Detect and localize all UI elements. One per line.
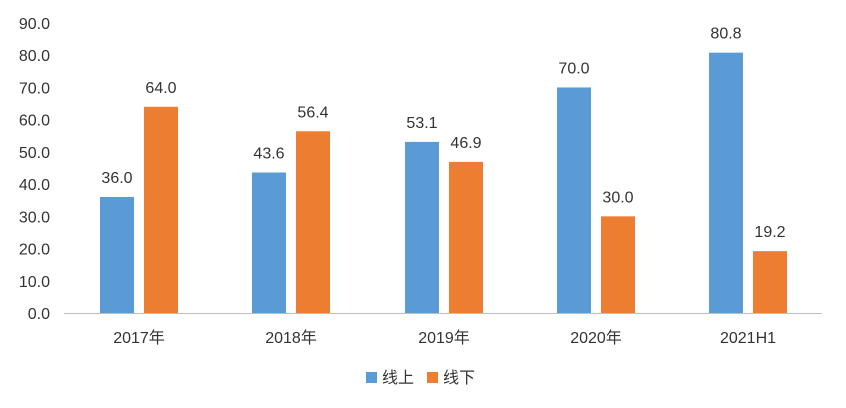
data-label: 43.6 [253, 146, 284, 163]
bar-online [709, 52, 743, 314]
data-label: 80.8 [710, 26, 741, 43]
y-tick-label: 60.0 [19, 113, 50, 130]
x-tick-label: 2017年 [113, 329, 165, 347]
data-labels: 36.0 43.6 53.1 70.0 80.8 64.0 56.4 46.9 30.0 19.2 [101, 26, 785, 241]
bar-online [557, 87, 591, 313]
data-label: 70.0 [558, 60, 589, 77]
y-tick-label: 30.0 [19, 209, 50, 226]
legend-swatch [366, 372, 377, 383]
x-tick-label: 2018年 [265, 329, 317, 347]
data-label: 64.0 [145, 80, 176, 97]
y-tick-label: 40.0 [19, 177, 50, 194]
x-axis-ticks: 2017年 2018年 2019年 2020年 2021H1 [113, 329, 776, 347]
x-tick-label: 2021H1 [720, 330, 776, 347]
data-label: 30.0 [602, 189, 633, 206]
legend-swatch [427, 372, 438, 383]
bar-offline [449, 161, 483, 313]
data-label: 46.9 [450, 135, 481, 152]
bar-online [252, 172, 286, 313]
y-axis-ticks: 0.0 10.0 20.0 30.0 40.0 50.0 60.0 70.0 80.0 90.0 [19, 16, 50, 323]
y-tick-label: 70.0 [19, 80, 50, 97]
bar-offline [144, 106, 178, 314]
x-tick-label: 2019年 [418, 329, 470, 347]
y-tick-label: 0.0 [28, 306, 50, 323]
y-tick-label: 80.0 [19, 48, 50, 65]
bars [100, 52, 787, 314]
y-tick-label: 10.0 [19, 274, 50, 291]
bar-offline [753, 251, 787, 313]
x-tick-label: 2020年 [570, 329, 622, 347]
legend: 线上 线下 [366, 369, 475, 387]
legend-label: 线下 [443, 369, 475, 387]
legend-label: 线上 [382, 369, 414, 387]
y-tick-label: 20.0 [19, 242, 50, 259]
data-label: 53.1 [406, 115, 437, 132]
bar-offline [601, 216, 635, 313]
data-label: 19.2 [754, 224, 785, 241]
bar-online [100, 197, 134, 313]
y-tick-label: 50.0 [19, 145, 50, 162]
bar-offline [296, 131, 330, 313]
bar-online [405, 141, 439, 313]
y-tick-label: 90.0 [19, 16, 50, 33]
data-label: 56.4 [297, 104, 328, 121]
data-label: 36.0 [101, 170, 132, 187]
